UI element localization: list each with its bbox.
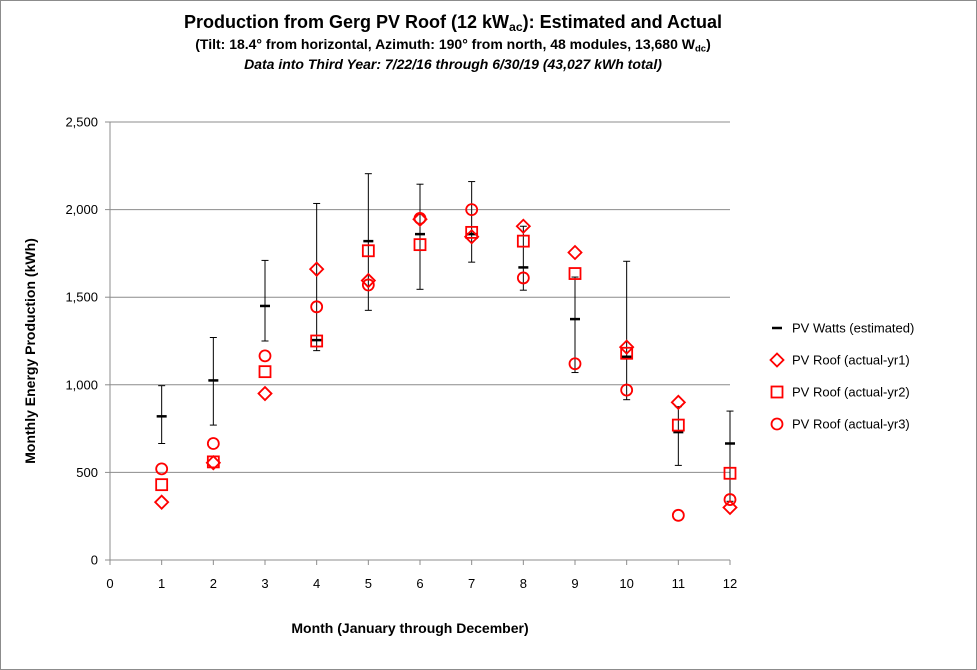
x-tick-label: 8 <box>520 576 527 591</box>
gridlines <box>110 121 730 473</box>
data-point-diamond <box>205 454 222 471</box>
series-diamond <box>153 211 738 516</box>
data-point-square <box>361 244 375 258</box>
data-point-diamond <box>412 211 428 228</box>
data-point-square <box>155 478 169 492</box>
data-point-diamond <box>515 218 532 235</box>
data-point-square <box>413 238 427 252</box>
data-point-diamond <box>360 272 377 289</box>
x-tick-label: 2 <box>210 576 217 591</box>
x-tick-label: 0 <box>106 576 113 591</box>
data-point-circle <box>620 383 634 397</box>
series-square <box>155 225 737 492</box>
legend: PV Watts (estimated) PV Roof (actual-yr1)… <box>769 321 914 432</box>
chart-title-block: Production from Gerg PV Roof (12 kWac): … <box>0 10 906 74</box>
data-point-circle <box>310 300 324 314</box>
series-dash <box>156 173 735 502</box>
legend-label: PV Roof (actual-yr1) <box>792 353 910 368</box>
data-point-circle <box>258 349 272 363</box>
data-point-diamond <box>257 385 273 402</box>
data-point-square <box>465 225 479 239</box>
x-tick-label: 10 <box>619 576 633 591</box>
y-tick-label: 0 <box>91 553 98 568</box>
legend-marker-circle <box>770 417 784 431</box>
x-axis-title: Month (January through December) <box>291 620 528 636</box>
data-point-circle <box>361 278 375 292</box>
data-point-diamond <box>670 394 687 411</box>
data-point-circle <box>465 203 479 217</box>
x-tick-label: 7 <box>468 576 475 591</box>
data-point-circle <box>516 271 530 285</box>
data-point-circle <box>723 493 737 506</box>
x-tick-label: 6 <box>416 576 423 591</box>
chart-title: Production from Gerg PV Roof (12 kWac): … <box>183 12 722 35</box>
axes <box>105 121 731 565</box>
y-tick-label: 1,000 <box>65 377 98 392</box>
series-circle <box>155 203 737 522</box>
legend-marker-square <box>770 385 784 399</box>
data-point-circle <box>568 357 582 371</box>
x-tick-label: 1 <box>158 576 165 591</box>
data-point-square <box>723 466 737 480</box>
x-tick-label: 5 <box>365 576 372 591</box>
legend-label: PV Watts (estimated) <box>792 321 914 336</box>
data-point-diamond <box>618 339 635 355</box>
data-point-diamond <box>722 499 738 516</box>
x-tick-label: 4 <box>313 576 320 591</box>
y-tick-label: 500 <box>76 465 98 480</box>
chart-date-range: Data into Third Year: 7/22/16 through 6/… <box>244 56 662 72</box>
data-point-diamond <box>567 244 583 261</box>
data-marks <box>153 173 738 522</box>
y-axis-title: Monthly Energy Production (kWh) <box>22 238 38 464</box>
data-point-circle <box>671 508 685 522</box>
x-tick-label: 3 <box>261 576 268 591</box>
x-tick-label: 11 <box>672 576 686 591</box>
data-point-diamond <box>153 494 170 510</box>
data-point-square <box>620 346 634 360</box>
data-point-square <box>568 267 582 280</box>
legend-marker-diamond <box>769 352 785 368</box>
x-tick-label: 9 <box>571 576 578 591</box>
data-point-square <box>206 455 220 469</box>
data-point-square <box>310 334 324 348</box>
data-point-square <box>671 418 685 432</box>
data-point-square <box>516 234 530 248</box>
data-point-circle <box>206 437 220 450</box>
legend-label: PV Roof (actual-yr3) <box>792 417 910 432</box>
legend-label: PV Roof (actual-yr2) <box>792 385 910 400</box>
data-point-circle <box>413 211 427 225</box>
chart-subtitle: (Tilt: 18.4° from horizontal, Azimuth: 1… <box>195 36 711 55</box>
y-tick-label: 2,000 <box>65 202 98 217</box>
x-tick-label: 12 <box>723 576 737 591</box>
data-point-circle <box>155 462 169 476</box>
y-tick-label: 1,500 <box>65 290 98 305</box>
data-point-diamond <box>308 261 325 277</box>
data-point-square <box>258 365 272 379</box>
data-point-diamond <box>463 228 480 245</box>
y-tick-label: 2,500 <box>65 115 98 130</box>
